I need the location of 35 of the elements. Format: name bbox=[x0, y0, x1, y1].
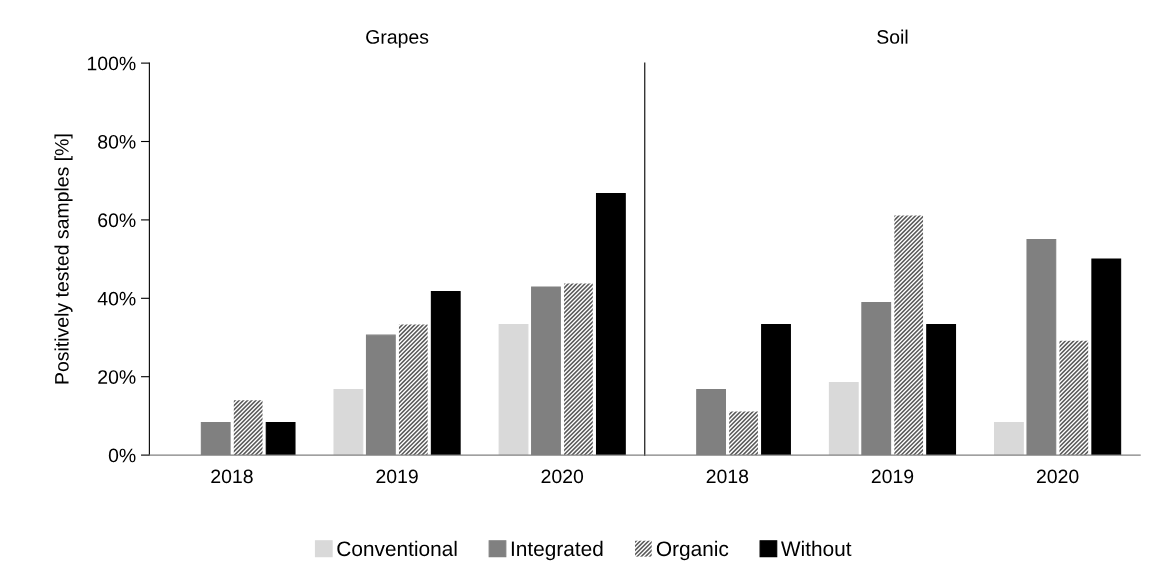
y-tick-label: 60% bbox=[98, 213, 136, 228]
bar bbox=[729, 411, 758, 456]
x-tick-label: 2020 bbox=[541, 469, 584, 484]
chart-title: Grapes bbox=[366, 30, 429, 48]
chart-title: Soil bbox=[877, 29, 908, 44]
legend-label: Conventional bbox=[337, 540, 457, 557]
legend-label: Organic bbox=[656, 540, 729, 561]
y-tick-label: 80% bbox=[98, 134, 136, 149]
bar bbox=[894, 215, 924, 456]
x-tick-label: 2018 bbox=[706, 469, 749, 484]
x-tick-label: 2018 bbox=[211, 469, 253, 484]
bar bbox=[265, 422, 296, 456]
bar bbox=[498, 324, 529, 456]
x-tick-label: 2019 bbox=[376, 469, 418, 484]
y-tick-label: 100% bbox=[87, 56, 136, 71]
legend-label: Integrated bbox=[511, 540, 603, 561]
y-axis-title: Positively tested samples [%] bbox=[54, 134, 73, 384]
x-tick-label: 2019 bbox=[871, 469, 914, 484]
bar bbox=[430, 291, 461, 456]
y-tick-label: 20% bbox=[98, 370, 136, 384]
bar bbox=[828, 382, 859, 456]
bar bbox=[1091, 258, 1122, 456]
bar bbox=[595, 193, 626, 456]
bar bbox=[1059, 340, 1089, 456]
y-tick-label: 0% bbox=[108, 448, 136, 463]
bar bbox=[333, 389, 364, 456]
legend-label: Without bbox=[781, 540, 852, 557]
bar bbox=[926, 324, 957, 456]
bar bbox=[233, 400, 263, 456]
y-tick-label: 40% bbox=[97, 291, 136, 306]
bar bbox=[398, 324, 428, 456]
bar bbox=[994, 422, 1024, 456]
bar bbox=[564, 283, 593, 456]
bar bbox=[761, 324, 791, 456]
x-tick-label: 2020 bbox=[1036, 469, 1079, 484]
